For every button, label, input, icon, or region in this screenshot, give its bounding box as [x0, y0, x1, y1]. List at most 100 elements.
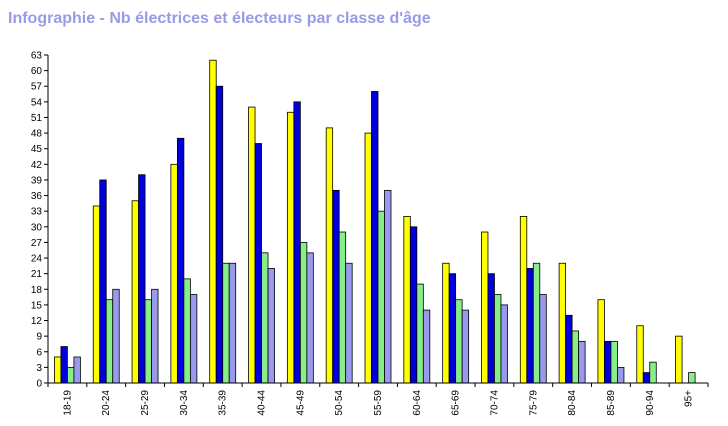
bar: [209, 59, 217, 384]
y-tick-label: 27: [31, 238, 43, 249]
bar: [597, 299, 605, 384]
bar: [338, 231, 347, 384]
y-tick-label: 3: [36, 363, 42, 374]
bar: [299, 242, 308, 384]
x-tick-label: 95+: [684, 390, 695, 407]
bar: [261, 252, 269, 384]
y-tick-label: 21: [31, 269, 43, 280]
x-tick-label: 35-39: [218, 390, 229, 416]
bar: [409, 226, 418, 384]
x-tick-label: 18-19: [62, 390, 73, 416]
y-tick-label: 42: [31, 160, 43, 171]
bar: [494, 294, 502, 384]
bar: [455, 299, 463, 384]
bar: [345, 262, 353, 384]
x-tick-label: 70-74: [489, 390, 500, 416]
bar: [73, 356, 81, 384]
bar: [183, 278, 191, 384]
y-tick-label: 18: [31, 285, 43, 296]
bar: [371, 91, 379, 384]
y-tick-label: 0: [36, 379, 42, 390]
bar: [228, 262, 237, 384]
bar: [248, 106, 256, 384]
y-tick-label: 12: [31, 316, 43, 327]
x-tick-label: 65-69: [451, 390, 462, 416]
y-tick-label: 51: [31, 113, 43, 124]
bar: [675, 335, 683, 384]
y-tick-label: 24: [31, 254, 43, 265]
bar: [306, 252, 314, 384]
bar: [138, 174, 146, 384]
bar: [487, 273, 495, 384]
bar: [532, 262, 541, 384]
bar: [500, 304, 508, 384]
y-tick-label: 6: [36, 347, 42, 358]
y-tick-label: 60: [31, 66, 43, 77]
bar: [636, 325, 644, 384]
x-tick-label: 50-54: [334, 390, 345, 416]
bar: [384, 189, 392, 384]
bar: [578, 340, 586, 384]
bar: [403, 215, 411, 384]
bar: [642, 372, 651, 384]
bar: [151, 288, 159, 384]
x-tick-label: 40-44: [257, 390, 268, 416]
y-tick-label: 30: [31, 222, 43, 233]
bar: [54, 356, 62, 384]
y-tick-label: 57: [31, 82, 43, 93]
bar: [481, 231, 489, 384]
y-tick-label: 33: [31, 207, 43, 218]
y-tick-label: 9: [36, 332, 42, 343]
x-tick-label: 80-84: [567, 390, 578, 416]
y-tick-label: 45: [31, 144, 43, 155]
bar: [222, 262, 230, 384]
bar: [189, 294, 198, 384]
x-tick-label: 90-94: [645, 390, 656, 416]
bar: [539, 294, 547, 384]
bar: [99, 179, 107, 384]
bar: [461, 309, 470, 384]
bar: [442, 262, 450, 384]
bar: [604, 340, 612, 384]
x-tick-label: 60-64: [412, 390, 423, 416]
bar: [67, 366, 75, 384]
bar: [617, 366, 625, 384]
chart-title: Infographie - Nb électrices et électeurs…: [8, 10, 431, 27]
x-tick-label: 25-29: [140, 390, 151, 416]
bar: [688, 372, 696, 384]
bar: [60, 346, 68, 384]
bar: [286, 111, 295, 384]
y-tick-label: 36: [31, 191, 43, 202]
bar: [364, 132, 372, 384]
bar: [422, 309, 431, 384]
bar: [526, 268, 534, 384]
bar: [254, 143, 262, 384]
bar: [558, 262, 567, 384]
bar: [519, 215, 528, 384]
y-tick-label: 39: [31, 175, 43, 186]
y-tick-label: 48: [31, 129, 43, 140]
bar: [267, 268, 275, 384]
y-tick-label: 63: [31, 51, 43, 62]
y-tick-label: 15: [31, 300, 43, 311]
y-tick-label: 54: [31, 97, 43, 108]
bar: [332, 189, 340, 384]
bars: [54, 59, 696, 384]
x-tick-label: 85-89: [606, 390, 617, 416]
x-axis-ticks: 18-19 20-24 25-29 30-34 35-39 40-44 45-49 50-54…: [47, 383, 709, 416]
bar: [325, 127, 334, 384]
x-tick-label: 45-49: [295, 390, 306, 416]
bar: [649, 361, 657, 384]
bar: [293, 101, 301, 384]
bar: [176, 137, 185, 384]
bar: [105, 299, 114, 384]
bar: [565, 314, 573, 384]
bar: [144, 299, 152, 384]
x-tick-label: 75-79: [528, 390, 539, 416]
bar: [92, 205, 101, 384]
bar: [215, 85, 224, 384]
x-tick-label: 30-34: [179, 390, 190, 416]
bar: [416, 283, 424, 384]
